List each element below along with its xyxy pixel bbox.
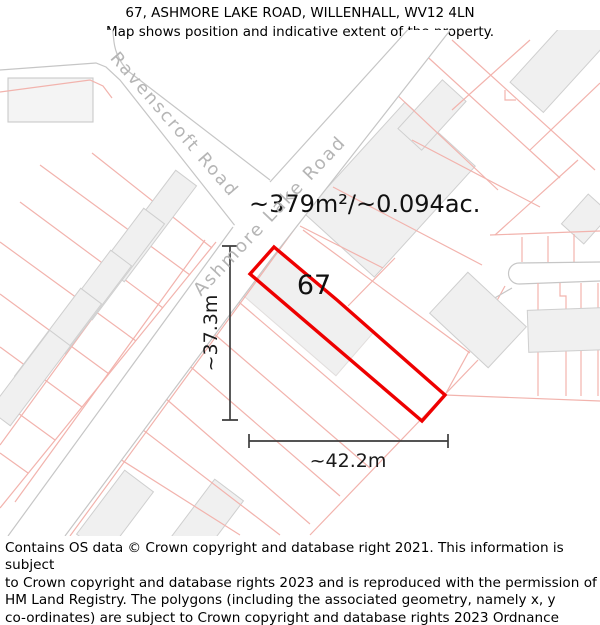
copyright-notice: Contains OS data © Crown copyright and d… <box>5 540 597 625</box>
dimension-lines <box>222 245 449 448</box>
building <box>0 329 72 427</box>
page-title: 67, ASHMORE LAKE ROAD, WILLENHALL, WV12 … <box>125 5 475 21</box>
parcel-topleft <box>7 77 94 123</box>
parcel <box>303 101 476 278</box>
vertical-dimension-line <box>222 245 238 421</box>
horizontal-dimension-label: ~42.2m <box>309 450 387 472</box>
building-block <box>526 307 600 353</box>
property-boundary <box>247 244 448 424</box>
building <box>560 193 600 245</box>
building <box>428 271 528 369</box>
vertical-dimension-label: ~37.3m <box>200 294 222 372</box>
plot-number-label: 67 <box>296 270 332 301</box>
building <box>165 478 245 536</box>
road-culdesac <box>507 261 600 285</box>
map-canvas: ~379m²/~0.094ac. 67 ~37.3m ~42.2m Ravens… <box>0 30 600 536</box>
horizontal-dimension-line <box>248 434 449 448</box>
parcel <box>509 30 600 114</box>
map-drawing <box>0 30 600 536</box>
building <box>397 79 467 151</box>
building <box>75 469 155 536</box>
area-label: ~379m²/~0.094ac. <box>249 190 481 218</box>
parcel-layer <box>0 30 600 536</box>
page-subtitle: Map shows position and indicative extent… <box>105 23 495 40</box>
title-block: 67, ASHMORE LAKE ROAD, WILLENHALL, WV12 … <box>0 4 600 41</box>
road-ravenscroft-surface <box>0 30 268 227</box>
terrace-plots <box>428 271 600 396</box>
